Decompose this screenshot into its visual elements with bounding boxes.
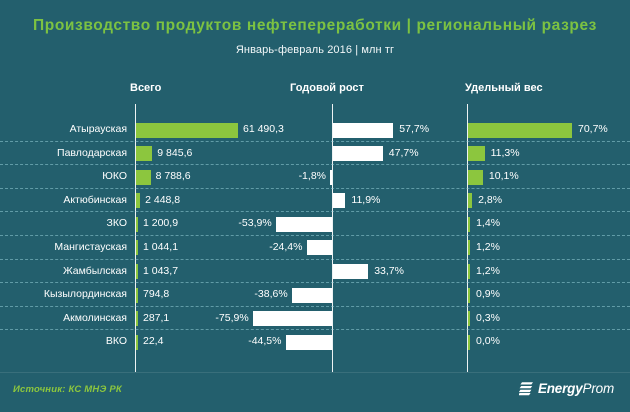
value-total: 9 845,6	[157, 146, 193, 159]
bar-total	[136, 216, 138, 232]
value-total: 61 490,3	[243, 123, 284, 135]
value-growth: 57,7%	[399, 123, 430, 135]
bar-total	[136, 169, 151, 185]
table-row: Кызылординская 794,8 -38,6% 0,9%	[0, 283, 630, 307]
value-growth: 11,9%	[351, 193, 381, 206]
value-share: 0,3%	[476, 311, 500, 324]
value-growth: -53,9%	[238, 217, 272, 230]
bar-growth-positive	[333, 193, 346, 209]
energyprom-wordmark: EnergyProm	[538, 381, 614, 396]
value-total: 2 448,8	[145, 193, 181, 206]
value-total: 1 044,1	[143, 240, 179, 253]
value-share: 1,2%	[476, 264, 500, 277]
value-share: 0,9%	[476, 288, 500, 301]
value-share: 1,2%	[476, 240, 500, 253]
value-growth: -44,5%	[248, 335, 282, 348]
region-label: Атырауская	[69, 123, 127, 135]
bar-growth-negative	[285, 334, 332, 350]
bar-share	[468, 287, 470, 303]
axis-line-share	[467, 104, 468, 372]
value-growth: -75,9%	[215, 311, 249, 324]
bar-total	[136, 334, 138, 350]
value-total: 287,1	[143, 311, 170, 324]
region-label: ЮКО	[102, 170, 127, 183]
bar-growth-negative	[252, 311, 332, 327]
value-growth: 33,7%	[374, 264, 404, 277]
bar-total	[136, 146, 153, 162]
axis-line-total	[135, 104, 136, 372]
region-label: Павлодарская	[57, 146, 127, 159]
region-label: Акмолинская	[63, 311, 127, 324]
table-row: ЮКО 8 788,6 -1,8% 10,1%	[0, 165, 630, 189]
value-total: 22,4	[143, 335, 164, 348]
energyprom-logo: EnergyProm	[517, 381, 614, 396]
bar-share	[468, 240, 470, 256]
value-total: 1 200,9	[143, 217, 179, 230]
value-growth: -38,6%	[254, 288, 288, 301]
region-label: ВКО	[105, 335, 127, 348]
region-label: ЗКО	[106, 217, 127, 230]
value-share: 10,1%	[488, 170, 519, 183]
bar-growth-negative	[275, 216, 332, 232]
value-share: 11,3%	[490, 146, 520, 159]
value-total: 794,8	[143, 288, 170, 301]
bar-total	[136, 122, 238, 138]
region-label: Кызылординская	[43, 288, 127, 301]
bar-total	[136, 287, 138, 303]
table-row: Актюбинская 2 448,8 11,9% 2,8%	[0, 189, 630, 213]
value-share: 2,8%	[478, 193, 503, 206]
column-header-share: Удельный вес	[465, 82, 543, 94]
table-row: Жамбылская 1 043,7 33,7% 1,2%	[0, 260, 630, 284]
page-title: Производство продуктов нефтепереработки …	[33, 17, 597, 34]
logo-text-light: Prom	[582, 381, 615, 396]
bar-growth-negative	[306, 240, 332, 256]
value-share: 1,4%	[476, 217, 501, 230]
table-row: Мангистауская 1 044,1 -24,4% 1,2%	[0, 236, 630, 260]
bar-share	[468, 193, 473, 209]
bar-share	[468, 216, 471, 232]
bar-share	[468, 146, 485, 162]
value-share: 70,7%	[578, 123, 608, 135]
footer-divider	[0, 372, 630, 373]
bar-share	[468, 311, 470, 327]
region-label: Жамбылская	[62, 264, 127, 277]
table-row: Павлодарская 9 845,6 47,7% 11,3%	[0, 142, 630, 166]
bar-growth-positive	[333, 264, 369, 280]
column-header-total: Всего	[130, 82, 162, 94]
value-growth: 47,7%	[388, 146, 419, 159]
chart-rows: Атырауская 61 490,3 57,7% 70,7% Павлодарская…	[0, 118, 630, 354]
column-header-growth: Годовой рост	[290, 82, 364, 94]
bar-share	[468, 122, 572, 138]
logo-text-bold: Energy	[537, 381, 583, 396]
bar-total	[136, 311, 138, 327]
energyprom-mark-icon	[517, 381, 534, 396]
value-growth: -1,8%	[298, 170, 326, 183]
table-row: Атырауская 61 490,3 57,7% 70,7%	[0, 118, 630, 142]
bar-share	[468, 264, 470, 280]
region-label: Актюбинская	[63, 193, 127, 206]
region-label: Мангистауская	[54, 240, 127, 253]
page-subtitle: Январь-февраль 2016 | млн тг	[235, 44, 395, 56]
bar-growth-negative	[330, 169, 332, 185]
bar-growth-positive	[333, 122, 394, 138]
table-row: Акмолинская 287,1 -75,9% 0,3%	[0, 307, 630, 331]
bar-share	[468, 169, 483, 185]
bar-growth-negative	[291, 287, 332, 303]
axis-line-growth	[332, 104, 333, 372]
table-row: ЗКО 1 200,9 -53,9% 1,4%	[0, 212, 630, 236]
bar-total	[136, 193, 141, 209]
bar-share	[468, 334, 470, 350]
source-note: Источник: КС МНЭ РК	[13, 384, 122, 395]
value-total: 1 043,7	[143, 264, 179, 277]
bar-growth-positive	[333, 146, 383, 162]
value-growth: -24,4%	[269, 240, 303, 253]
table-row: ВКО 22,4 -44,5% 0,0%	[0, 330, 630, 354]
bar-total	[136, 240, 138, 256]
value-share: 0,0%	[476, 335, 500, 348]
value-total: 8 788,6	[155, 170, 191, 183]
bar-total	[136, 264, 138, 280]
